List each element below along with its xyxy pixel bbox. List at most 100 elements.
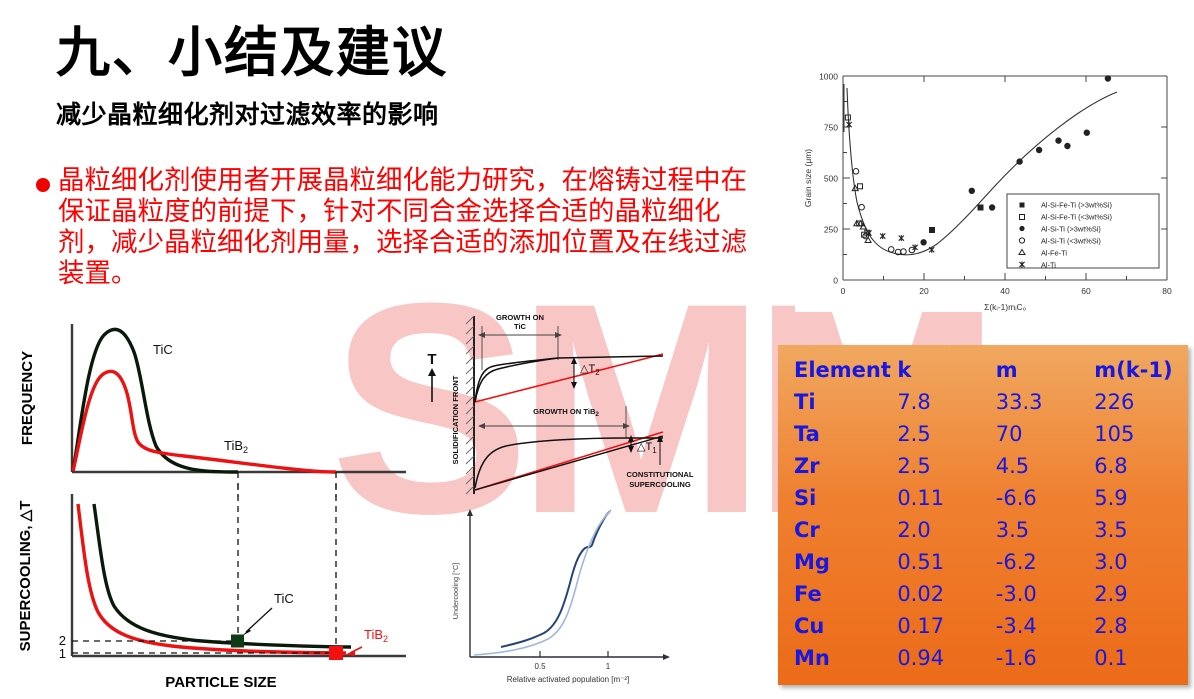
table-row: Si 0.11 -6.6 5.9 — [794, 483, 1188, 515]
cell-element: Cu — [794, 614, 825, 638]
supercooling-curve-tib2 — [76, 503, 347, 655]
cell-k: 2.0 — [897, 518, 931, 542]
cell-m: -1.6 — [995, 646, 1037, 670]
svg-text:TiC: TiC — [514, 322, 527, 331]
bullet-block: 晶粒细化剂使用者开展晶粒细化能力研究，在熔铸过程中在保证晶粒度的前提下，针对不同… — [36, 165, 766, 289]
grain-size-scatter-chart: 1000 750 500 250 0 0 20 40 60 80 Grain s… — [795, 62, 1190, 312]
growth-on-tib2-label: GROWTH ON TiB2 — [533, 407, 599, 418]
supercooling-label-tic: TiC — [274, 591, 294, 606]
table-row: Ti 7.8 33.3 226 — [794, 387, 1188, 419]
undercooling-xtick-05: 0.5 — [534, 662, 546, 671]
cell-element: Fe — [794, 582, 822, 606]
undercooling-svg: 0.5 1 Relative activated population [m⁻²… — [451, 509, 670, 684]
delta-t1-label: △T1 — [637, 441, 657, 455]
constitutional-supercooling-label: CONSTITUTIONAL — [626, 470, 693, 479]
svg-text:750: 750 — [824, 123, 838, 133]
scatter-svg: 1000 750 500 250 0 0 20 40 60 80 Grain s… — [803, 72, 1172, 313]
svg-text:Al-Si-Ti (<3wt%Si): Al-Si-Ti (<3wt%Si) — [1041, 237, 1101, 246]
cell-m: 3.5 — [995, 518, 1030, 542]
cell-mk1: 0.1 — [1094, 646, 1128, 670]
supercooling-ytick-1: 1 — [59, 646, 66, 661]
cell-k: 0.02 — [897, 582, 945, 606]
svg-text:1000: 1000 — [819, 72, 838, 82]
supercooling-ytick-2: 2 — [59, 633, 66, 648]
frequency-chart: FREQUENCY TiC TiB2 — [6, 312, 446, 497]
table-row: Ta 2.5 70 105 — [794, 419, 1188, 451]
svg-text:Al-Fe-Ti: Al-Fe-Ti — [1041, 249, 1067, 258]
page-subtitle: 减少晶粒细化剂对过滤效率的影响 — [56, 100, 439, 129]
scatter-ylabel: Grain size (μm) — [803, 149, 813, 207]
bullet-text: 晶粒细化剂使用者开展晶粒细化能力研究，在熔铸过程中在保证晶粒度的前提下，针对不同… — [58, 165, 747, 289]
cell-k: 2.5 — [897, 422, 931, 446]
supercooling-svg: SUPERCOOLING, △T 2 1 TiC TiB2 — [17, 484, 406, 691]
svg-text:Al-Si-Fe-Ti (>3wt%Si): Al-Si-Fe-Ti (>3wt%Si) — [1041, 201, 1112, 210]
temperature-axis-marker: T — [427, 351, 437, 402]
svg-text:Al-Ti: Al-Ti — [1041, 261, 1056, 270]
element-table-grid: Element k m m(k-1) Ti 7.8 33.3 226 Ta 2.… — [794, 355, 1188, 675]
solidification-svg: SOLIDIFICATION FRONT GROWTH ON TiC △T2 — [451, 313, 694, 495]
cell-k: 0.17 — [897, 614, 945, 638]
table-header-row: Element k m m(k-1) — [794, 355, 1188, 387]
supercooling-label-tib2: TiB2 — [364, 627, 388, 644]
cell-m: -6.6 — [995, 486, 1037, 510]
supercooling-ylabel: SUPERCOOLING, △T — [17, 501, 34, 652]
svg-text:40: 40 — [1000, 286, 1010, 296]
cell-m: 70 — [995, 422, 1023, 446]
undercooling-chart: 0.5 1 Relative activated population [m⁻²… — [448, 505, 748, 695]
scatter-xlabel: Σ(kᵢ-1)mᵢCₒ — [984, 302, 1026, 312]
cell-mk1: 3.0 — [1094, 550, 1128, 574]
svg-text:T: T — [427, 351, 436, 368]
svg-text:0: 0 — [833, 276, 838, 286]
col-header-k: k — [897, 358, 912, 382]
bullet-dot-icon — [36, 178, 50, 192]
growth-on-tic-label: GROWTH ON — [496, 313, 544, 322]
supercooling-curve-tic — [92, 503, 352, 649]
frequency-ylabel: FREQUENCY — [19, 351, 36, 445]
scatter-legend: Al-Si-Fe-Ti (>3wt%Si) Al-Si-Fe-Ti (<3wt%… — [1006, 193, 1160, 270]
cell-mk1: 3.5 — [1094, 518, 1128, 542]
table-row: Cu 0.17 -3.4 2.8 — [794, 611, 1188, 643]
table-row: Cr 2.0 3.5 3.5 — [794, 515, 1188, 547]
supercooling-xlabel: PARTICLE SIZE — [165, 674, 276, 691]
col-header-mk1: m(k-1) — [1094, 358, 1173, 382]
col-header-m: m — [995, 358, 1018, 382]
svg-text:250: 250 — [824, 225, 838, 235]
cell-k: 2.5 — [897, 454, 931, 478]
cell-element: Ti — [794, 390, 816, 414]
cell-k: 0.51 — [897, 550, 945, 574]
delta-t2-label: △T2 — [580, 363, 600, 377]
undercooling-ylabel: Undercooling [°C] — [451, 563, 460, 619]
cell-m: 33.3 — [995, 390, 1043, 414]
svg-text:20: 20 — [919, 286, 929, 296]
cell-m: -3.4 — [995, 614, 1037, 638]
supercooling-marker-tic — [231, 634, 244, 648]
table-row: Zr 2.5 4.5 6.8 — [794, 451, 1188, 483]
frequency-label-tib2: TiB2 — [224, 438, 248, 455]
cell-mk1: 2.8 — [1094, 614, 1128, 638]
frequency-curve-tic — [71, 327, 239, 474]
cell-k: 0.94 — [897, 646, 945, 670]
cell-k: 7.8 — [897, 390, 931, 414]
svg-text:Al-Si-Fe-Ti (<3wt%Si): Al-Si-Fe-Ti (<3wt%Si) — [1041, 213, 1112, 222]
frequency-curve-tib2 — [71, 369, 337, 474]
col-header-element: Element — [794, 358, 891, 382]
cell-element: Zr — [794, 454, 820, 478]
supercooling-marker-tib2 — [329, 646, 343, 660]
svg-text:SUPERCOOLING: SUPERCOOLING — [629, 480, 691, 489]
cell-mk1: 5.9 — [1094, 486, 1128, 510]
cell-element: Cr — [794, 518, 820, 542]
cell-m: -3.0 — [995, 582, 1037, 606]
cell-mk1: 105 — [1094, 422, 1135, 446]
cell-element: Mn — [794, 646, 830, 670]
solidification-front-diagram: SOLIDIFICATION FRONT GROWTH ON TiC △T2 — [448, 310, 748, 500]
cell-m: 4.5 — [995, 454, 1030, 478]
page-title: 九、小结及建议 — [56, 21, 448, 84]
svg-text:80: 80 — [1162, 286, 1172, 296]
svg-text:60: 60 — [1081, 286, 1091, 296]
frequency-svg: FREQUENCY TiC TiB2 — [19, 324, 406, 497]
cell-m: -6.2 — [995, 550, 1037, 574]
cell-element: Si — [794, 486, 817, 510]
svg-text:Al-Si-Ti (>3wt%Si): Al-Si-Ti (>3wt%Si) — [1041, 225, 1101, 234]
element-parameter-table: Element k m m(k-1) Ti 7.8 33.3 226 Ta 2.… — [778, 345, 1188, 685]
